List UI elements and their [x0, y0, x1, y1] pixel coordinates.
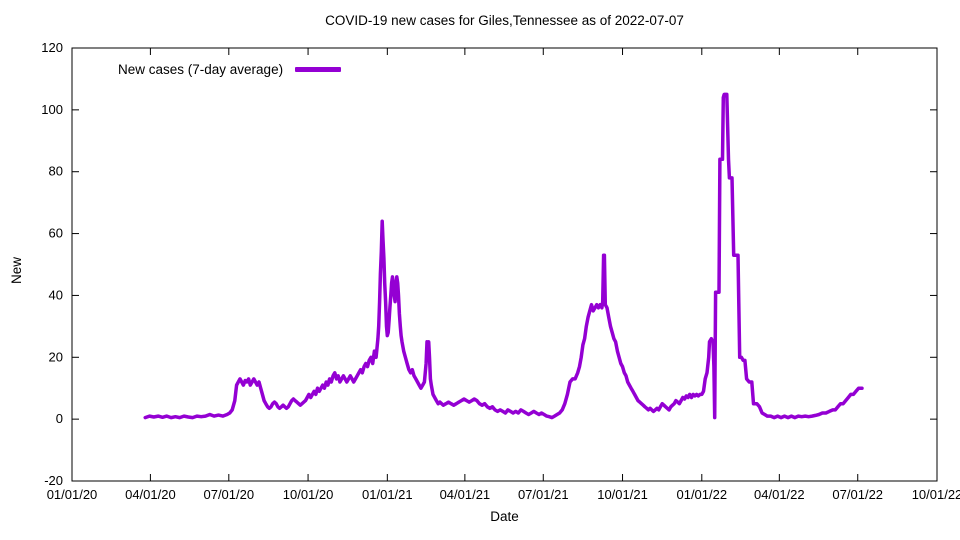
legend-label: New cases (7-day average)	[118, 62, 284, 77]
y-tick-label: -20	[44, 473, 63, 488]
y-tick-label: 20	[49, 349, 63, 364]
legend-line-sample	[295, 67, 342, 72]
x-tick-label: 10/01/22	[912, 487, 960, 502]
x-tick-label: 04/01/21	[440, 487, 491, 502]
x-tick-label: 01/01/21	[362, 487, 413, 502]
y-tick-label: 60	[49, 226, 63, 241]
x-tick-label: 07/01/20	[203, 487, 254, 502]
chart-title: COVID-19 new cases for Giles,Tennessee a…	[325, 13, 684, 28]
x-axis-label: Date	[490, 509, 519, 524]
y-tick-label: 40	[49, 287, 63, 302]
x-tick-label: 10/01/20	[283, 487, 334, 502]
legend: New cases (7-day average)	[118, 62, 342, 77]
x-tick-label: 04/01/22	[754, 487, 805, 502]
x-tick-label: 01/01/20	[47, 487, 98, 502]
y-tick-label: 100	[41, 102, 63, 117]
y-tick-label: 0	[56, 411, 63, 426]
y-tick-label: 80	[49, 164, 63, 179]
x-tick-label: 07/01/22	[832, 487, 883, 502]
y-tick-label: 120	[41, 40, 63, 55]
plot-border	[71, 47, 938, 482]
x-tick-label: 07/01/21	[518, 487, 569, 502]
data-line	[143, 92, 864, 420]
x-tick-label: 01/01/22	[676, 487, 727, 502]
x-tick-label: 04/01/20	[125, 487, 176, 502]
x-tick-label: 10/01/21	[597, 487, 648, 502]
